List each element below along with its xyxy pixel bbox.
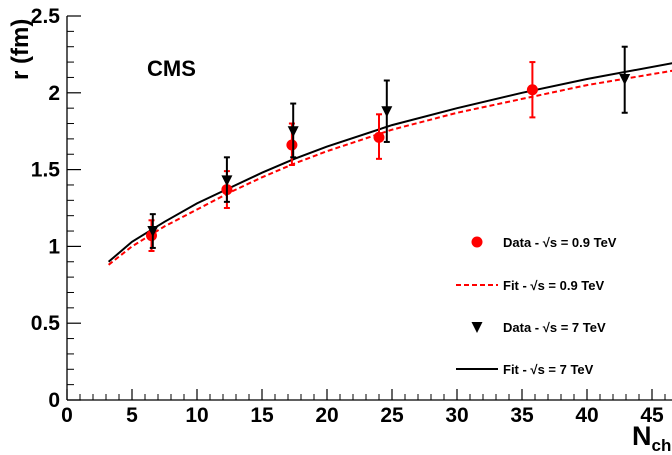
legend-label: Fit - √s = 0.9 TeV (503, 278, 605, 293)
data-point-7tev (619, 73, 631, 85)
x-axis-label-main: N (632, 421, 652, 451)
x-axis-label-sub: ch (652, 436, 672, 455)
x-tick-label: 35 (510, 404, 534, 427)
axis-ticks (66, 15, 666, 401)
x-tick-label: 20 (315, 404, 338, 427)
y-tick-label: 1.5 (31, 159, 61, 182)
data-point-7tev (381, 106, 393, 118)
data-points (146, 45, 631, 253)
fit-curve-7tev (107, 62, 672, 263)
legend-label: Data - √s = 0.9 TeV (503, 235, 617, 250)
legend-marker-circle (471, 236, 483, 248)
x-tick-label: 25 (380, 404, 404, 427)
fit-curves (107, 62, 672, 266)
y-axis-label: r (fm) (7, 19, 34, 80)
y-tick-label: 0.5 (31, 312, 61, 335)
legend-marker-triangle (471, 322, 483, 333)
y-tick-label: 2 (48, 82, 60, 105)
data-point-7tev (221, 175, 233, 187)
x-tick-label: 40 (575, 404, 598, 427)
data-point-7tev (147, 226, 159, 238)
fit-curve-0p9tev (107, 69, 672, 266)
data-point-7tev (287, 126, 299, 138)
axis-tick-labels: 0 5 10 15 20 25 30 35 40 45 0 0.5 1 1.5 2 2.5 (31, 5, 664, 427)
x-tick-label: 5 (126, 404, 138, 427)
legend-label: Fit - √s = 7 TeV (503, 362, 594, 377)
x-axis-label: Nch (632, 421, 671, 455)
y-tick-label: 0 (48, 389, 60, 412)
y-tick-label: 1 (48, 235, 60, 258)
data-point-0p9tev (286, 139, 298, 151)
data-point-0p9tev (526, 84, 538, 96)
x-tick-label: 10 (185, 404, 208, 427)
legend: Data - √s = 0.9 TeV Fit - √s = 0.9 TeV Dat… (456, 235, 617, 377)
data-point-0p9tev (373, 131, 385, 143)
y-tick-label: 2.5 (31, 5, 61, 28)
legend-label: Data - √s = 7 TeV (503, 320, 606, 335)
experiment-label: CMS (147, 56, 196, 81)
x-tick-label: 0 (61, 404, 73, 427)
x-tick-label: 15 (250, 404, 274, 427)
x-tick-label: 45 (640, 404, 664, 427)
x-tick-label: 30 (445, 404, 468, 427)
plot-frame (66, 16, 672, 401)
